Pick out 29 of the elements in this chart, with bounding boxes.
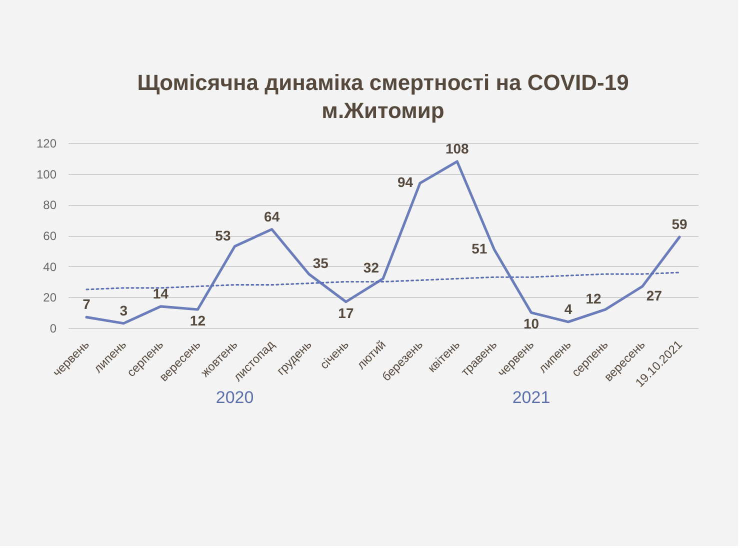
data-label: 4 [564,300,572,317]
text: 2021 [512,388,550,407]
data-label: 10 [523,316,540,332]
data-label: 14 [152,285,169,302]
y-tick-label: 80 [43,198,57,212]
data-label: 12 [586,290,602,306]
data-label: 3 [120,302,128,318]
y-tick-label: 100 [36,167,57,182]
data-label: 59 [672,216,688,232]
text: 2020 [216,388,254,407]
y-tick-label: 20 [43,290,57,305]
y-tick-label: 40 [43,260,57,274]
data-label: 53 [215,227,231,244]
chart-subtitle: м.Житомир [322,98,444,123]
data-label: 35 [312,255,329,272]
data-label: 64 [264,208,280,224]
data-label: 27 [646,287,662,304]
data-label: 108 [445,140,470,156]
data-label: 17 [338,304,354,321]
line-series [86,272,680,290]
data-label: 12 [190,312,206,328]
data-label: 94 [397,174,414,190]
data-label: 7 [82,296,91,312]
y-tick-label: 0 [50,322,57,336]
data-label: 32 [363,260,380,276]
chart-title: Щомісячна динаміка смертності на COVID-19 [137,70,629,95]
y-tick-label: 120 [36,136,57,150]
y-tick-label: 60 [43,229,57,243]
data-label: 51 [472,240,488,256]
